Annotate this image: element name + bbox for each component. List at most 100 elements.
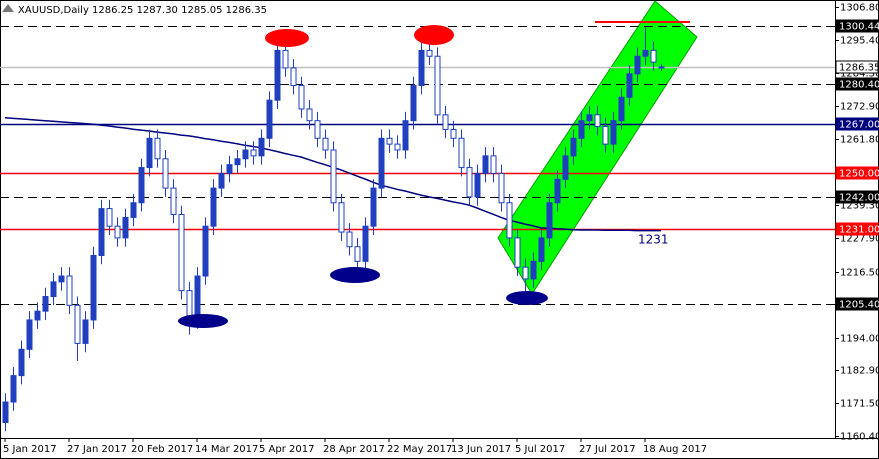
y-tick-label: 1284.30 <box>840 69 879 80</box>
level-label: 1231.00 <box>839 225 879 236</box>
x-tick-label: 5 Jul 2017 <box>515 444 565 455</box>
candle-body <box>530 260 537 280</box>
candle-body <box>266 99 273 139</box>
candle-body <box>274 49 281 101</box>
level-label: 1267.00 <box>839 120 879 131</box>
candle-body <box>170 187 177 215</box>
candle-body <box>482 155 489 174</box>
x-tick-label: 13 Jun 2017 <box>451 444 511 455</box>
candle-body <box>570 137 577 157</box>
candle-body <box>410 85 417 122</box>
x-tick-label: 5 Apr 2017 <box>259 444 314 455</box>
candle-body <box>474 172 481 198</box>
x-tick-label: 27 Jul 2017 <box>579 444 636 455</box>
level-label-box <box>835 222 879 236</box>
level-label-box <box>835 166 879 180</box>
candle-body <box>114 225 121 239</box>
candle-body <box>10 375 17 403</box>
candle-body <box>578 120 585 139</box>
candle-body <box>378 137 385 189</box>
level-label-box <box>835 77 879 91</box>
candle-body <box>82 319 89 344</box>
candle-body <box>154 137 161 160</box>
x-tick-label: 20 Feb 2017 <box>131 444 193 455</box>
bottom-marker <box>506 291 548 305</box>
top-marker <box>414 25 454 45</box>
candle-body <box>602 126 609 145</box>
candle-body <box>498 172 505 204</box>
level-label: 1205.40 <box>839 300 879 311</box>
candle-body <box>538 237 545 262</box>
symbol-icon <box>2 4 14 12</box>
candle-body <box>386 137 393 145</box>
y-tick-label: 1261.80 <box>840 135 879 146</box>
candle-body <box>594 114 601 128</box>
x-tick-label: 28 Apr 2017 <box>323 444 385 455</box>
level-label-box <box>835 117 879 131</box>
level-label-box <box>835 297 879 311</box>
candle-body <box>74 304 81 344</box>
y-tick-label: 1160.40 <box>840 432 879 443</box>
candle-body <box>58 275 65 283</box>
candle-body <box>554 178 561 204</box>
annotation: 1231 <box>638 233 669 247</box>
candle-body <box>434 55 441 116</box>
candle-body <box>122 216 129 239</box>
candle-body <box>18 348 25 377</box>
level-label: 1286.35 <box>839 63 879 74</box>
level-label: 1300.44 <box>839 22 879 33</box>
candle-body <box>290 67 297 87</box>
level-label-box <box>835 190 879 204</box>
y-tick-label: 1295.40 <box>840 36 879 47</box>
level-label: 1280.40 <box>839 80 879 91</box>
candle-body <box>138 167 145 204</box>
candle-body <box>458 137 465 169</box>
candle-body <box>298 85 305 110</box>
candle-body <box>242 149 249 160</box>
y-tick-label: 1306.80 <box>840 3 879 14</box>
candle-body <box>562 155 569 180</box>
candle-body <box>50 281 57 298</box>
candle-body <box>42 296 49 312</box>
level-label-box <box>835 60 879 74</box>
level-label-box <box>835 19 879 33</box>
candle-body <box>146 137 153 169</box>
bottom-marker <box>330 267 380 283</box>
candle-body <box>370 187 377 227</box>
candle-body <box>90 254 97 321</box>
candle-body <box>2 401 9 424</box>
top-marker <box>265 29 309 47</box>
y-tick-label: 1272.90 <box>840 102 879 113</box>
candle-body <box>658 66 665 69</box>
candle-body <box>650 49 657 63</box>
candle-body <box>202 225 209 277</box>
candle-body <box>626 73 633 98</box>
candle-body <box>234 158 241 166</box>
level-label: 1242.00 <box>839 193 879 204</box>
x-tick-label: 22 May 2017 <box>387 444 452 455</box>
x-tick-label: 27 Jan 2017 <box>67 444 127 455</box>
candle-body <box>282 49 289 69</box>
candle-body <box>394 143 401 151</box>
candle-body <box>106 208 113 227</box>
candle-body <box>98 208 105 256</box>
candle-body <box>642 49 649 57</box>
y-tick-label: 1227.90 <box>840 234 879 245</box>
candle-body <box>546 202 553 239</box>
level-label: 1250.00 <box>839 169 879 180</box>
candle-body <box>210 187 217 227</box>
y-tick-label: 1239.30 <box>840 201 879 212</box>
candle-body <box>426 49 433 57</box>
x-tick-label: 5 Jan 2017 <box>3 444 57 455</box>
x-tick-label: 14 Mar 2017 <box>195 444 258 455</box>
candle-body <box>354 246 361 262</box>
candle-body <box>634 55 641 75</box>
candle-body <box>610 120 617 145</box>
candle-body <box>442 114 449 130</box>
bottom-marker <box>178 314 228 328</box>
candle-body <box>466 167 473 198</box>
candle-body <box>130 202 137 218</box>
candle-body <box>450 128 457 139</box>
candle-body <box>258 137 265 157</box>
candle-body <box>226 164 233 174</box>
